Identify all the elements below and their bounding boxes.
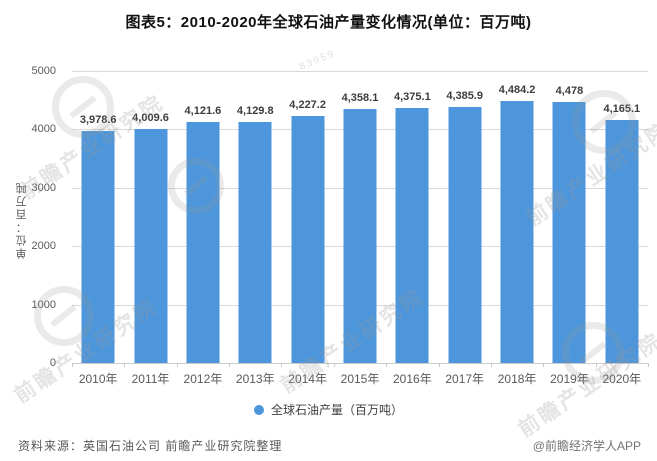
y-axis-tick-label: 4000	[31, 123, 56, 136]
bar-slot: 4,129.8 2013年	[229, 71, 281, 386]
bar-slot: 4,165.1 2020年	[596, 71, 648, 386]
bar-value-label: 4,478	[555, 84, 584, 97]
plot-area: 0 1000 2000 3000 4000 5000 3,978.6 2010年 4,009.6…	[32, 65, 649, 387]
bar-value-label: 4,385.9	[446, 89, 484, 102]
bar-slot: 4,121.6 2012年	[177, 71, 229, 386]
legend-marker-circle	[253, 404, 264, 415]
bar-slot: 4,478 2019年	[543, 71, 595, 387]
bar	[605, 119, 639, 363]
bar	[186, 122, 220, 363]
bar-value-label: 4,227.2	[289, 99, 326, 112]
y-axis-tick-label: 3000	[31, 181, 56, 194]
bar-slot: 4,227.2 2014年	[281, 71, 333, 386]
bar	[238, 121, 272, 363]
bar	[343, 108, 377, 363]
x-axis-tick-label: 2011年	[131, 372, 170, 386]
x-axis-tick-label: 2015年	[340, 372, 380, 386]
gridline	[72, 71, 648, 72]
bar-value-label: 4,129.8	[236, 104, 274, 117]
legend-label: 全球石油产量（百万吨）	[270, 403, 403, 417]
bar-slot: 4,385.9 2017年	[439, 71, 491, 386]
bar-slot: 4,484.2 2018年	[491, 71, 543, 386]
x-axis-tick-mark	[490, 363, 492, 367]
legend: 全球石油产量（百万吨）	[0, 401, 657, 418]
bar	[500, 101, 534, 363]
x-axis-tick-mark	[333, 363, 335, 367]
bar-slot: 4,009.6 2011年	[124, 71, 176, 386]
x-axis-tick-label: 2018年	[497, 372, 537, 386]
bar-value-label: 4,165.1	[603, 102, 641, 115]
x-axis-tick-mark	[648, 363, 649, 367]
bar	[291, 116, 325, 363]
credit-note: @前瞻经济学人APP	[532, 439, 641, 453]
chart-title: 图表5：2010-2020年全球石油产量变化情况(单位：百万吨)	[125, 14, 532, 31]
x-axis-tick-label: 2013年	[235, 372, 275, 386]
y-axis-tick-label: 1000	[31, 298, 56, 311]
bar	[448, 106, 482, 363]
bar-slot: 3,978.6 2010年	[72, 71, 124, 386]
x-axis-tick-mark	[72, 363, 73, 367]
x-axis-tick-mark	[281, 363, 283, 367]
x-axis-tick-mark	[438, 363, 440, 367]
x-axis-tick-label: 2019年	[550, 372, 589, 386]
bar	[134, 128, 168, 363]
bar-value-label: 3,978.6	[79, 113, 117, 126]
x-axis-tick-mark	[229, 363, 231, 367]
bar	[81, 130, 115, 363]
x-axis-tick-mark	[386, 363, 388, 367]
source-note: 资料来源：英国石油公司 前瞻产业研究院整理	[18, 439, 283, 453]
x-axis-tick-label: 2020年	[602, 372, 642, 386]
y-axis-tick-label: 5000	[31, 65, 56, 77]
x-axis-tick-label: 2012年	[183, 372, 223, 386]
x-axis-tick-label: 2010年	[78, 372, 118, 386]
bar-value-label: 4,358.1	[341, 91, 379, 104]
x-axis-tick-label: 2016年	[393, 372, 432, 386]
footer: 资料来源：英国石油公司 前瞻产业研究院整理 @前瞻经济学人APP	[0, 437, 657, 457]
x-axis-tick-mark	[124, 363, 126, 367]
x-axis-tick-label: 2017年	[445, 372, 485, 386]
y-axis-title: 单位：百万吨	[16, 181, 28, 259]
x-axis-tick-mark	[595, 363, 597, 367]
bar-value-label: 4,009.6	[132, 111, 169, 124]
bar-value-label: 4,375.1	[393, 90, 431, 103]
bar-value-label: 4,484.2	[498, 84, 536, 97]
bar	[552, 101, 586, 363]
y-axis-tick-label: 2000	[31, 240, 56, 253]
x-axis-tick-mark	[543, 363, 545, 367]
bar-slot: 4,375.1 2016年	[386, 71, 438, 387]
y-axis-tick-label: 0	[49, 357, 56, 369]
x-axis-tick-mark	[176, 363, 178, 367]
bar	[395, 107, 429, 363]
x-axis-tick-label: 2014年	[288, 372, 327, 386]
bar-value-label: 4,121.6	[184, 105, 222, 118]
watermark-digits: 83959	[297, 48, 338, 73]
gridline	[72, 363, 648, 364]
bar-slot: 4,358.1 2015年	[334, 71, 386, 387]
